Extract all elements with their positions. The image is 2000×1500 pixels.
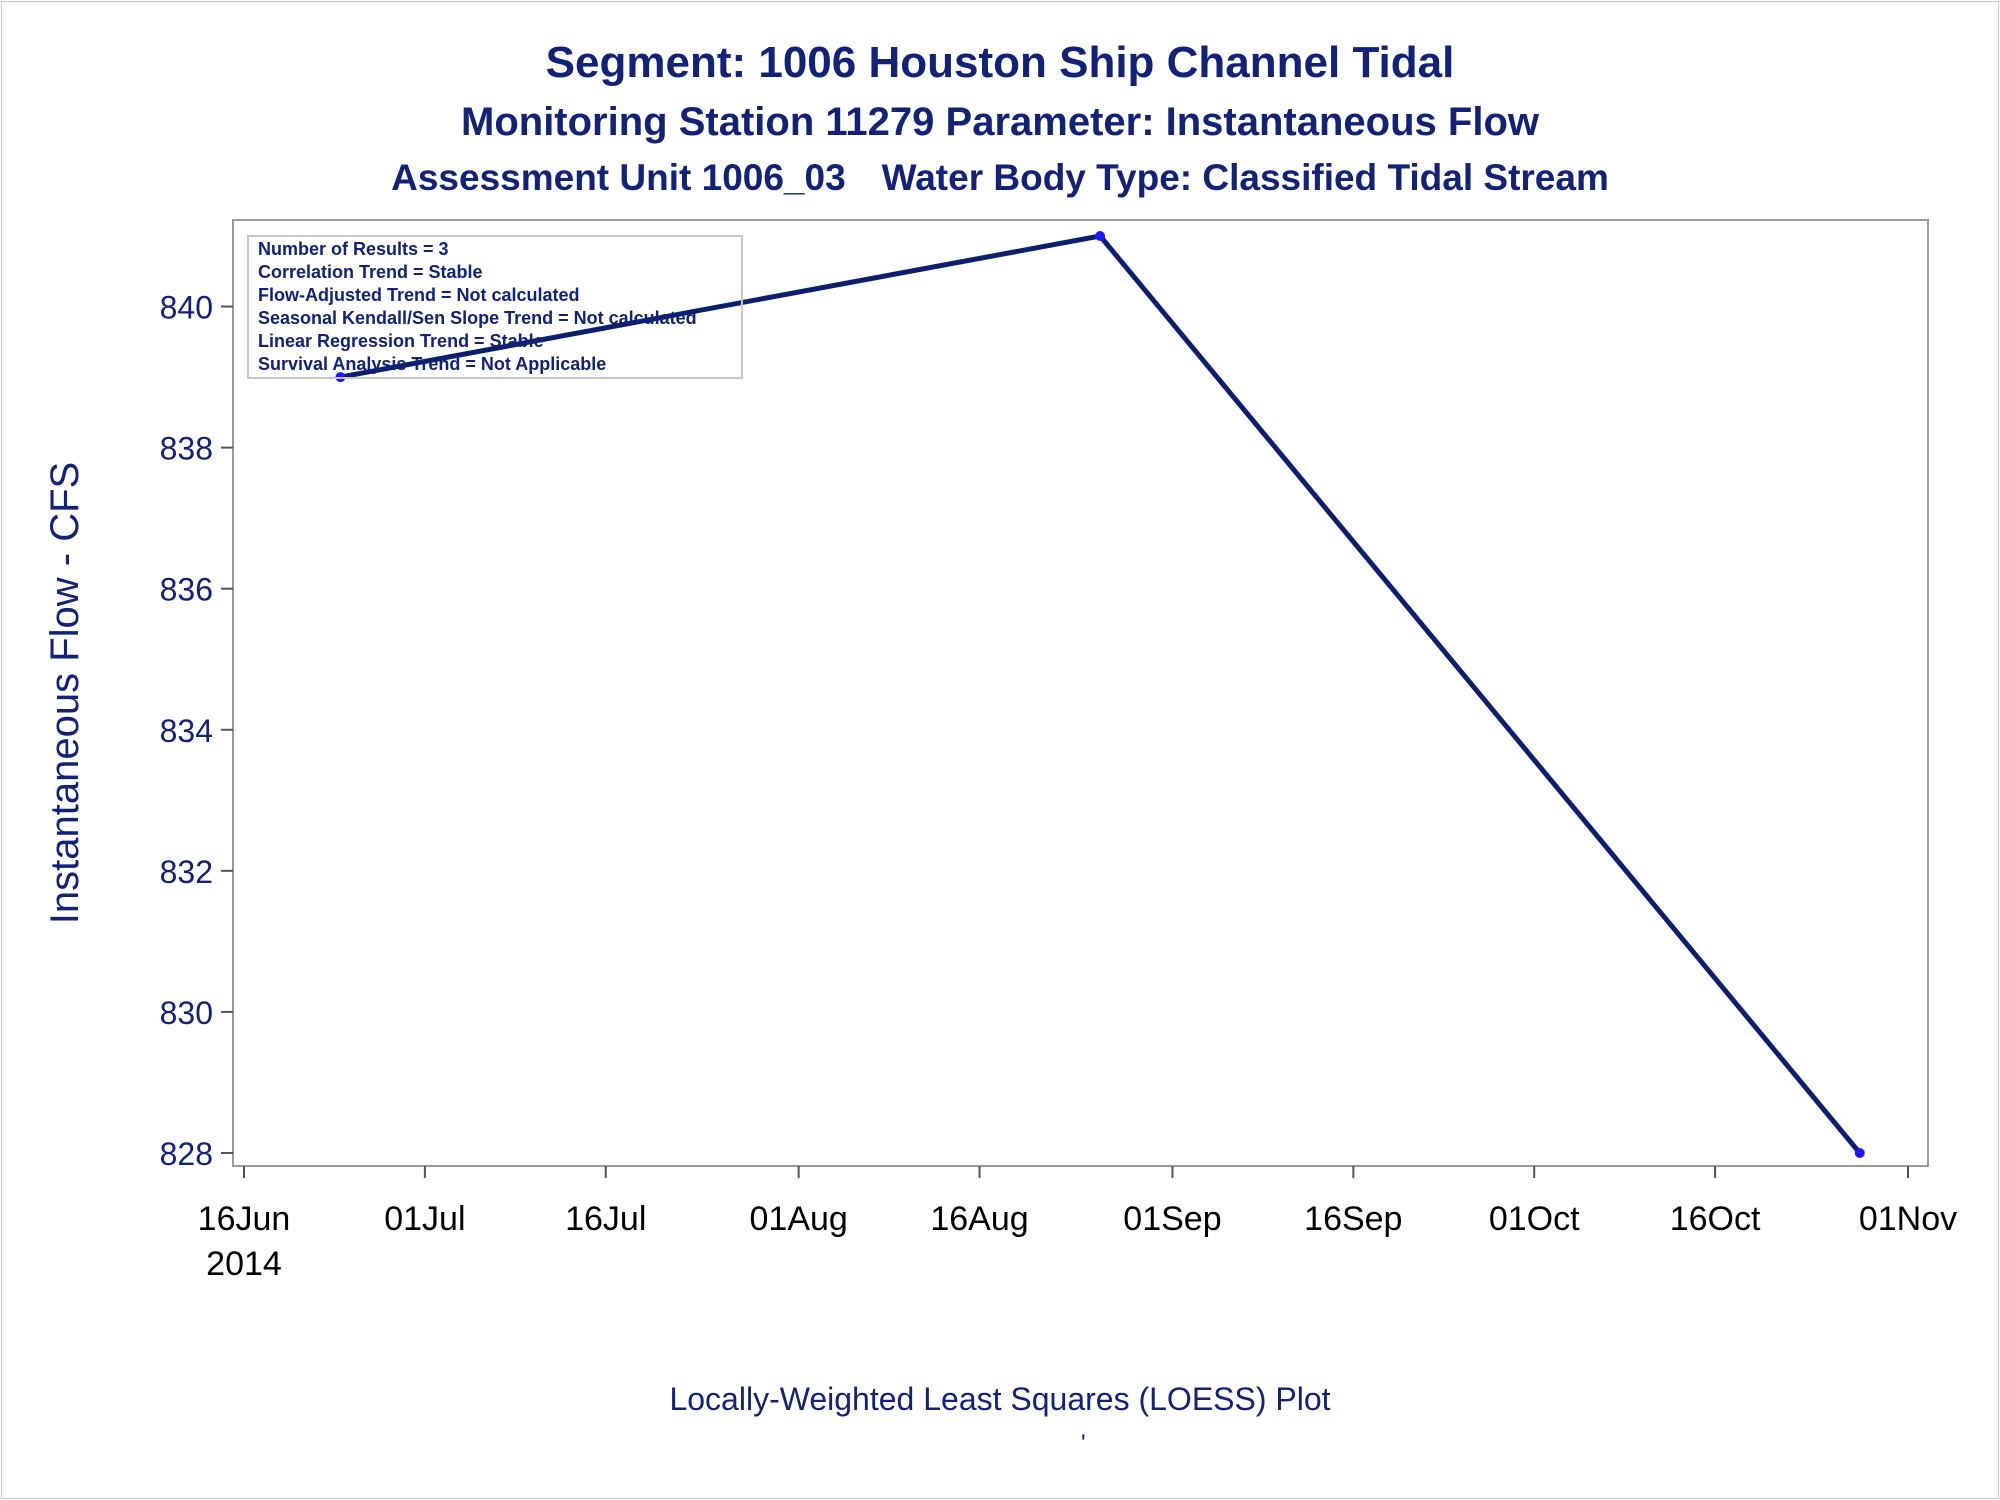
plot-area [232, 219, 1929, 1167]
footnote-mark: ' [1081, 1430, 1086, 1457]
x-tick-label: 01Aug [750, 1200, 848, 1238]
y-tick-label: 834 [160, 713, 213, 749]
x-tick-label: 01Nov [1859, 1200, 1957, 1238]
x-tick-label: 16Aug [930, 1200, 1028, 1238]
stats-line: Correlation Trend = Stable [258, 262, 483, 282]
stats-line: Linear Regression Trend = Stable [258, 331, 544, 351]
x-tick-label: 01Sep [1123, 1200, 1221, 1238]
y-tick-label: 840 [160, 290, 213, 326]
data-point [1095, 231, 1106, 241]
x-tick-label: 16Jun [198, 1200, 291, 1238]
x-tick-label: 16Oct [1670, 1200, 1761, 1238]
x-tick-label: 16Sep [1304, 1200, 1402, 1238]
y-tick-label: 836 [160, 572, 213, 608]
data-point [1854, 1148, 1865, 1158]
x-tick-year-label: 2014 [206, 1245, 282, 1283]
x-tick-label: 01Oct [1489, 1200, 1580, 1238]
y-tick-label: 830 [160, 995, 213, 1031]
stats-line: Number of Results = 3 [258, 239, 449, 259]
assessment-unit: Assessment Unit 1006_03 [391, 157, 846, 198]
chart-title: Segment: 1006 Houston Ship Channel Tidal [545, 38, 1455, 87]
chart-footnote: Locally-Weighted Least Squares (LOESS) P… [669, 1381, 1331, 1417]
x-tick-label: 16Jul [565, 1200, 646, 1238]
y-tick-label: 838 [160, 431, 213, 467]
x-tick-label: 01Jul [384, 1200, 465, 1238]
stats-box [247, 235, 743, 379]
stats-line: Survival Analysis Trend = Not Applicable [258, 354, 606, 374]
y-tick-label: 828 [160, 1136, 213, 1172]
y-tick-label: 832 [160, 854, 213, 890]
stats-line: Flow-Adjusted Trend = Not calculated [258, 285, 580, 305]
chart-subtitle-2: Assessment Unit 1006_03 Water Body Type: … [0, 157, 2000, 199]
chart-subtitle: Monitoring Station 11279 Parameter: Inst… [461, 100, 1539, 144]
stats-line: Seasonal Kendall/Sen Slope Trend = Not c… [258, 308, 697, 328]
y-axis-label: Instantaneous Flow - CFS [43, 462, 87, 924]
water-body-type: Water Body Type: Classified Tidal Stream [881, 157, 1609, 198]
